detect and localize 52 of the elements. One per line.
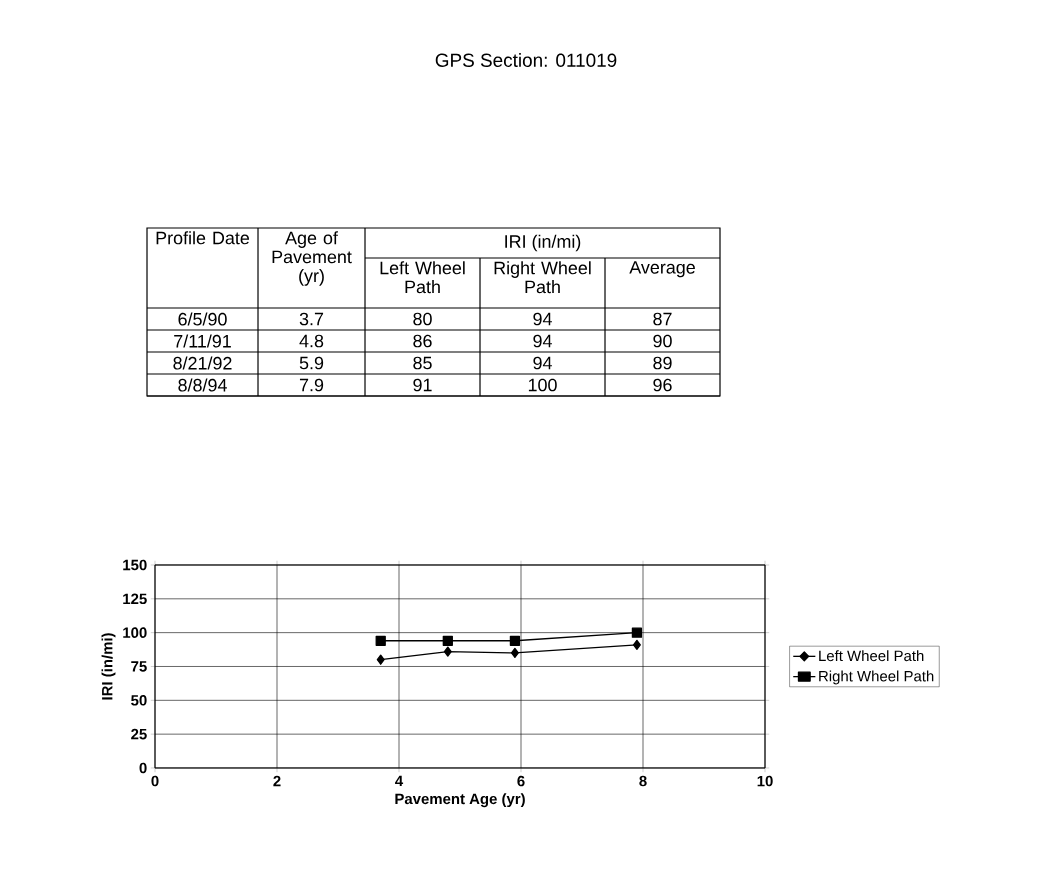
x-tick-label: 4 (395, 775, 404, 787)
x-axis-title: Pavement Age (yr) (395, 793, 525, 808)
point (631, 627, 643, 638)
y-tick-label: 25 (131, 728, 147, 740)
y-tick-label: 150 (123, 559, 147, 571)
text: 91 (413, 378, 432, 392)
text: 5.9 (299, 356, 324, 370)
category-label: Profile Date (156, 231, 250, 245)
y-tick-label: 50 (131, 695, 147, 706)
category-label: Age of Pavement (yr) (272, 231, 352, 286)
text: IRI (in/mi) (505, 234, 581, 252)
point (509, 635, 521, 646)
text: 89 (653, 356, 672, 370)
category-label: Average (629, 261, 695, 278)
text: 94 (533, 312, 552, 326)
text: 90 (653, 334, 672, 348)
point (443, 646, 452, 657)
point (510, 647, 519, 659)
y-axis-title: IRI (in/mi) (101, 633, 116, 700)
point (442, 635, 453, 646)
x-tick-label: 2 (273, 775, 281, 787)
x-tick-label: 6 (517, 775, 525, 787)
y-tick-label: 75 (131, 661, 147, 672)
text: GPS Section: 011019 (435, 53, 617, 67)
point (376, 654, 385, 665)
text: 8/21/92 (173, 356, 232, 370)
x-tick-label: 8 (639, 775, 647, 787)
text: 96 (653, 378, 672, 392)
text: 87 (653, 312, 672, 326)
text: 7.9 (299, 378, 324, 392)
category-label: Right Wheel Path (494, 261, 591, 294)
y-tick-label: 0 (139, 762, 147, 774)
legend-label: Left Wheel Path (819, 650, 924, 662)
point (375, 635, 386, 646)
point (632, 639, 641, 650)
text: 80 (413, 312, 432, 326)
text: 86 (413, 334, 432, 348)
text: 7/11/91 (174, 334, 231, 348)
text: 8/8/94 (178, 378, 227, 392)
legend-label: Right Wheel Path (819, 670, 934, 685)
text: 94 (533, 356, 552, 370)
y-tick-label: 100 (123, 627, 147, 638)
text: 4.8 (299, 334, 324, 348)
category-label: Left Wheel Path (380, 261, 465, 294)
text: 3.7 (299, 312, 324, 326)
text: 94 (533, 334, 552, 348)
y-tick-label: 125 (123, 593, 147, 605)
x-tick-label: 0 (151, 775, 159, 787)
text: 100 (528, 378, 557, 392)
text: 6/5/90 (178, 312, 227, 326)
x-tick-label: 10 (757, 775, 773, 787)
text: 85 (413, 356, 432, 370)
